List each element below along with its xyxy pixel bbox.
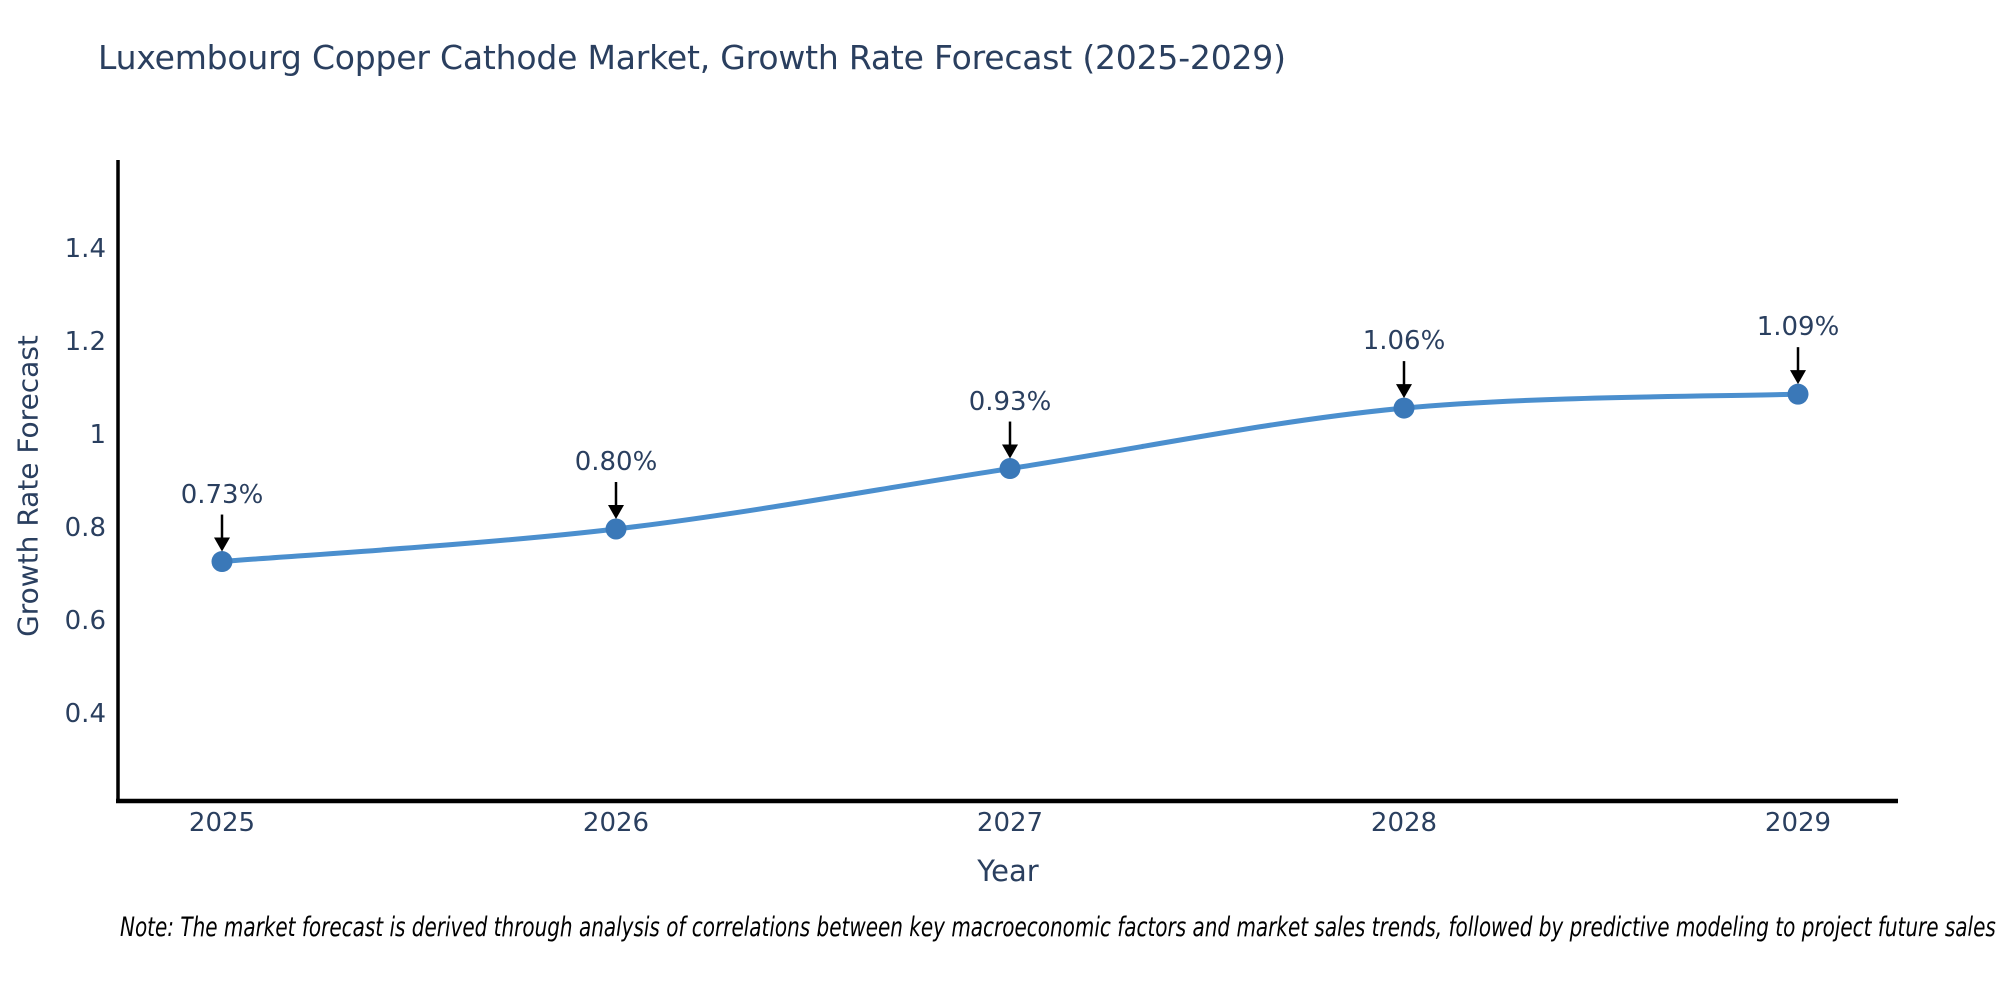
x-tick-label: 2027 bbox=[976, 808, 1044, 838]
annotation-arrowhead bbox=[608, 505, 624, 519]
x-tick-label: 2026 bbox=[582, 808, 650, 838]
data-point-label: 1.06% bbox=[1362, 326, 1446, 357]
x-tick-label: 2025 bbox=[188, 808, 256, 838]
data-point-marker[interactable] bbox=[1787, 383, 1809, 405]
footnote: Note: The market forecast is derived thr… bbox=[120, 912, 1996, 943]
annotation-arrowhead bbox=[1002, 444, 1018, 459]
y-tick-label: 0.8 bbox=[64, 513, 106, 543]
data-point-label: 0.73% bbox=[180, 479, 264, 510]
data-point-marker[interactable] bbox=[1393, 397, 1415, 419]
x-tick-label: 2028 bbox=[1370, 808, 1438, 838]
annotation-arrowhead bbox=[1396, 384, 1412, 399]
data-point-marker[interactable] bbox=[211, 551, 233, 573]
annotation-arrowhead bbox=[214, 537, 230, 552]
x-tick-label: 2029 bbox=[1764, 808, 1832, 838]
y-tick-label: 1.2 bbox=[64, 327, 106, 357]
data-point-marker[interactable] bbox=[605, 518, 627, 540]
data-point-label: 0.93% bbox=[968, 386, 1052, 417]
y-tick-label: 0.4 bbox=[64, 699, 106, 729]
y-tick-label: 1.4 bbox=[64, 234, 106, 264]
y-tick-label: 1 bbox=[89, 420, 106, 450]
y-tick-label: 0.6 bbox=[64, 606, 106, 636]
annotation-arrowhead bbox=[1790, 370, 1806, 385]
x-axis-title: Year bbox=[977, 854, 1039, 888]
data-point-label: 1.09% bbox=[1756, 312, 1840, 343]
data-point-label: 0.80% bbox=[574, 447, 658, 477]
chart-title: Luxembourg Copper Cathode Market, Growth… bbox=[98, 38, 1286, 77]
data-point-marker[interactable] bbox=[999, 458, 1021, 480]
